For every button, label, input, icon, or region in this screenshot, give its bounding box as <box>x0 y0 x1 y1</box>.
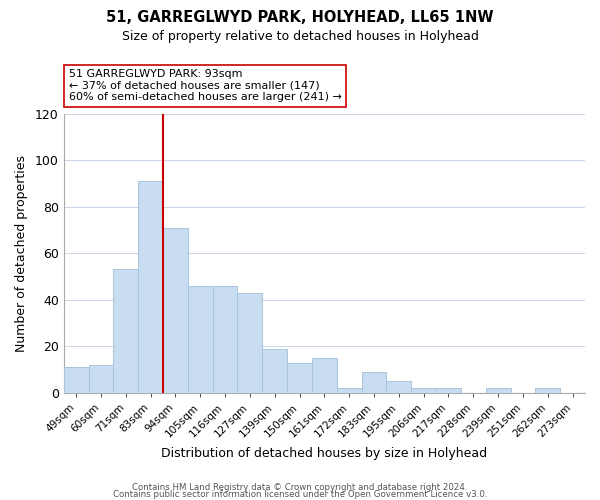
Bar <box>89 365 113 393</box>
Text: Contains public sector information licensed under the Open Government Licence v3: Contains public sector information licen… <box>113 490 487 499</box>
Bar <box>486 388 511 393</box>
Bar <box>113 270 138 393</box>
Y-axis label: Number of detached properties: Number of detached properties <box>15 154 28 352</box>
Bar <box>188 286 212 393</box>
Bar <box>411 388 436 393</box>
Bar <box>337 388 362 393</box>
Text: Size of property relative to detached houses in Holyhead: Size of property relative to detached ho… <box>122 30 478 43</box>
Bar <box>212 286 238 393</box>
Bar <box>362 372 386 393</box>
Bar <box>386 381 411 393</box>
Bar <box>535 388 560 393</box>
Text: 51 GARREGLWYD PARK: 93sqm
← 37% of detached houses are smaller (147)
60% of semi: 51 GARREGLWYD PARK: 93sqm ← 37% of detac… <box>69 69 342 102</box>
Text: Contains HM Land Registry data © Crown copyright and database right 2024.: Contains HM Land Registry data © Crown c… <box>132 484 468 492</box>
Bar <box>138 181 163 393</box>
Bar <box>436 388 461 393</box>
Bar <box>262 348 287 393</box>
X-axis label: Distribution of detached houses by size in Holyhead: Distribution of detached houses by size … <box>161 447 487 460</box>
Bar <box>238 292 262 393</box>
Bar <box>312 358 337 393</box>
Text: 51, GARREGLWYD PARK, HOLYHEAD, LL65 1NW: 51, GARREGLWYD PARK, HOLYHEAD, LL65 1NW <box>106 10 494 25</box>
Bar <box>64 367 89 393</box>
Bar <box>163 228 188 393</box>
Bar <box>287 362 312 393</box>
